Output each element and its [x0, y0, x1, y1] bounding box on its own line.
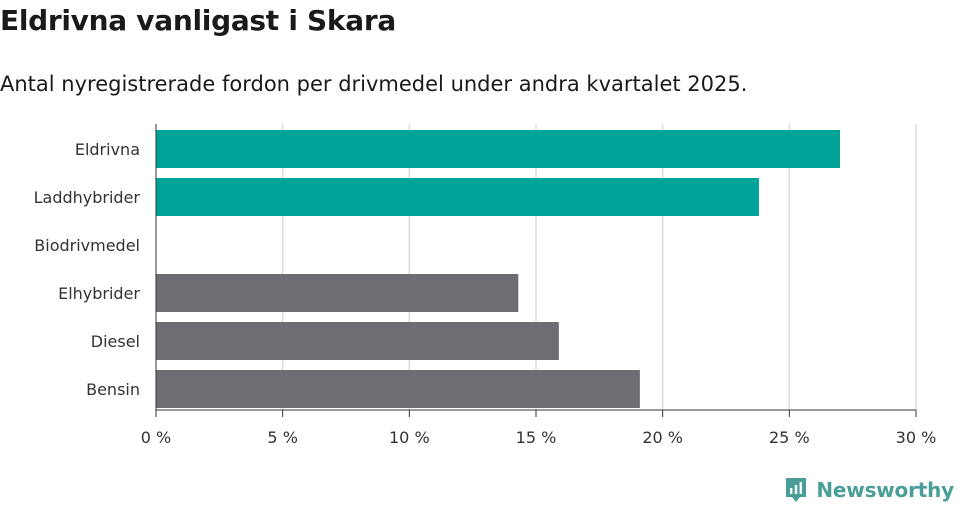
x-tick-label: 5 %: [267, 428, 297, 447]
bar-bensin: [156, 370, 640, 408]
bar-eldrivna: [156, 130, 840, 168]
chart-subtitle: Antal nyregistrerade fordon per drivmede…: [0, 72, 748, 96]
brand: Newsworthy: [784, 474, 954, 506]
bar-chart: Eldrivna Laddhybrider Biodrivmedel Elhybrid…: [34, 124, 937, 447]
bar-laddhybrider: [156, 178, 759, 216]
grid-lines: [281, 124, 917, 410]
x-tick-label: 0 %: [141, 428, 171, 447]
category-label: Elhybrider: [58, 284, 140, 303]
x-tick-label: 10 %: [389, 428, 430, 447]
category-labels: Eldrivna Laddhybrider Biodrivmedel Elhybrid…: [34, 140, 141, 399]
x-tick-label: 15 %: [516, 428, 557, 447]
chart-title: Eldrivna vanligast i Skara: [0, 4, 396, 37]
category-label: Diesel: [91, 332, 140, 351]
newsworthy-logo-icon: [786, 478, 807, 502]
bar-diesel: [156, 322, 559, 360]
category-label: Eldrivna: [75, 140, 140, 159]
x-tick-label: 30 %: [896, 428, 937, 447]
x-tick-label: 20 %: [642, 428, 683, 447]
brand-name: Newsworthy: [816, 478, 954, 502]
bar-elhybrider: [156, 274, 519, 312]
x-axis: 0 % 5 % 10 % 15 % 20 % 25 % 30 %: [141, 124, 937, 447]
x-tick-label: 25 %: [769, 428, 810, 447]
category-label: Laddhybrider: [34, 188, 141, 207]
category-label: Bensin: [86, 380, 140, 399]
category-label: Biodrivmedel: [34, 236, 140, 255]
bars: [156, 130, 840, 408]
